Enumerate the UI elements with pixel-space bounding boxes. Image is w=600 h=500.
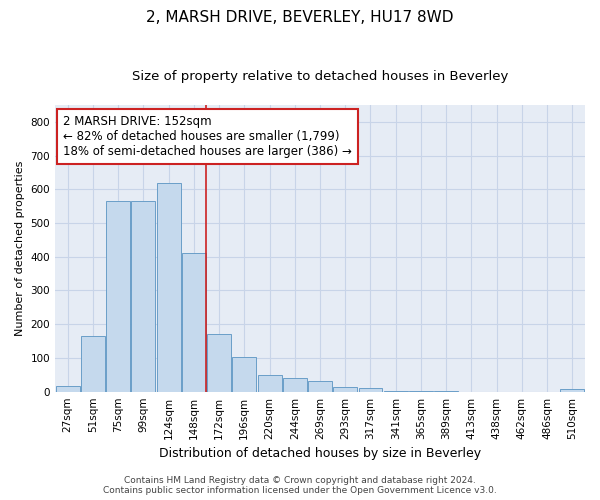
Bar xyxy=(409,391,433,392)
Bar xyxy=(232,358,256,392)
X-axis label: Distribution of detached houses by size in Beverley: Distribution of detached houses by size … xyxy=(159,447,481,460)
Bar xyxy=(434,391,458,392)
Bar xyxy=(333,388,357,392)
Title: Size of property relative to detached houses in Beverley: Size of property relative to detached ho… xyxy=(132,70,508,83)
Bar xyxy=(81,336,105,392)
Bar xyxy=(157,182,181,392)
Bar xyxy=(283,378,307,392)
Bar xyxy=(131,201,155,392)
Bar xyxy=(384,390,408,392)
Bar xyxy=(207,334,231,392)
Bar xyxy=(560,390,584,392)
Text: 2 MARSH DRIVE: 152sqm
← 82% of detached houses are smaller (1,799)
18% of semi-d: 2 MARSH DRIVE: 152sqm ← 82% of detached … xyxy=(63,115,352,158)
Bar xyxy=(257,375,281,392)
Bar xyxy=(182,252,206,392)
Text: 2, MARSH DRIVE, BEVERLEY, HU17 8WD: 2, MARSH DRIVE, BEVERLEY, HU17 8WD xyxy=(146,10,454,25)
Bar xyxy=(106,201,130,392)
Text: Contains HM Land Registry data © Crown copyright and database right 2024.
Contai: Contains HM Land Registry data © Crown c… xyxy=(103,476,497,495)
Bar xyxy=(56,386,80,392)
Y-axis label: Number of detached properties: Number of detached properties xyxy=(15,160,25,336)
Bar xyxy=(359,388,382,392)
Bar xyxy=(308,380,332,392)
